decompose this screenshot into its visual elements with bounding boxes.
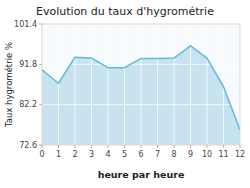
x-tick-label: 12	[235, 150, 245, 159]
y-tick	[39, 64, 42, 65]
x-tick	[190, 145, 191, 148]
x-tick-label: 0	[39, 150, 44, 159]
chart-container: 72.682.291.8101.40123456789101112heure p…	[0, 0, 250, 188]
x-tick-label: 1	[56, 150, 61, 159]
x-tick-label: 4	[105, 150, 110, 159]
plot-frame	[42, 24, 240, 145]
y-axis: 72.6 82.2 91.8 101.4	[14, 20, 42, 150]
x-tick	[223, 145, 224, 148]
y-tick-label: 82.2	[19, 100, 37, 109]
x-tick	[42, 145, 43, 148]
x-tick-label: 7	[155, 150, 160, 159]
plot-background	[42, 24, 240, 145]
x-tick-label: 8	[171, 150, 176, 159]
x-tick	[240, 145, 241, 148]
y-axis-label: Taux hygrométrie %	[4, 42, 14, 128]
x-tick	[108, 145, 109, 148]
x-tick	[207, 145, 208, 148]
y-tick	[39, 145, 42, 146]
y-tick-label: 101.4	[14, 20, 37, 29]
grid-line-x	[75, 24, 76, 145]
x-tick	[124, 145, 125, 148]
grid-line-x	[58, 24, 59, 145]
grid-line-x	[207, 24, 208, 145]
line	[42, 46, 240, 130]
grid-line-x	[190, 24, 191, 145]
x-tick	[58, 145, 59, 148]
grid-line-x	[157, 24, 158, 145]
line-group	[42, 46, 240, 130]
y-tick-label: 72.6	[19, 141, 37, 150]
x-tick-label: 6	[138, 150, 143, 159]
x-axis: 0123456789101112	[39, 145, 245, 159]
grid-line-x	[141, 24, 142, 145]
x-tick-label: 5	[122, 150, 127, 159]
grid-line-x	[124, 24, 125, 145]
x-tick-label: 3	[89, 150, 94, 159]
grid-line-x	[108, 24, 109, 145]
x-tick-label: 10	[202, 150, 212, 159]
x-tick-label: 2	[72, 150, 77, 159]
x-tick	[91, 145, 92, 148]
chart-title: Evolution du taux d'hygrométrie	[36, 5, 214, 18]
x-tick-label: 11	[218, 150, 228, 159]
x-tick	[174, 145, 175, 148]
x-tick	[141, 145, 142, 148]
y-tick	[39, 24, 42, 25]
y-tick	[39, 104, 42, 105]
x-tick	[75, 145, 76, 148]
grid	[42, 24, 240, 145]
x-tick	[157, 145, 158, 148]
x-axis-label: heure par heure	[98, 169, 185, 180]
grid-line-x	[174, 24, 175, 145]
chart-svg: 72.682.291.8101.40123456789101112heure p…	[0, 0, 250, 188]
x-tick-label: 9	[188, 150, 193, 159]
grid-line-x	[91, 24, 92, 145]
y-tick-label: 91.8	[19, 60, 37, 69]
